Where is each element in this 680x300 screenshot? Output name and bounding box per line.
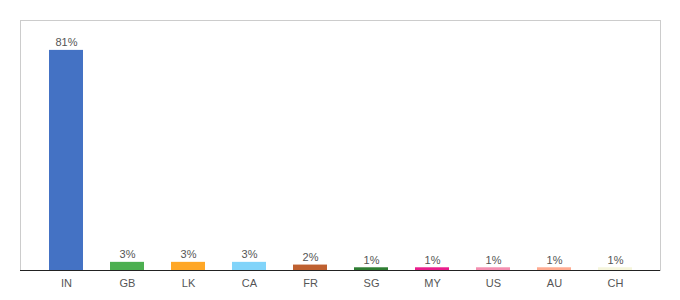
svg-text:3%: 3% [242, 248, 258, 260]
svg-text:2%: 2% [303, 251, 319, 263]
svg-text:1%: 1% [364, 254, 380, 266]
svg-text:81%: 81% [55, 36, 77, 48]
svg-text:LK: LK [182, 277, 196, 289]
svg-text:AU: AU [547, 277, 562, 289]
svg-text:3%: 3% [120, 248, 136, 260]
svg-text:1%: 1% [486, 254, 502, 266]
svg-text:CA: CA [242, 277, 258, 289]
svg-text:GB: GB [120, 277, 136, 289]
svg-text:1%: 1% [608, 254, 624, 266]
svg-text:CH: CH [608, 277, 624, 289]
svg-text:FR: FR [303, 277, 318, 289]
svg-text:US: US [486, 277, 501, 289]
svg-text:MY: MY [424, 277, 441, 289]
svg-text:1%: 1% [547, 254, 563, 266]
svg-text:3%: 3% [181, 248, 197, 260]
svg-text:IN: IN [61, 277, 72, 289]
svg-text:1%: 1% [425, 254, 441, 266]
svg-text:SG: SG [364, 277, 380, 289]
